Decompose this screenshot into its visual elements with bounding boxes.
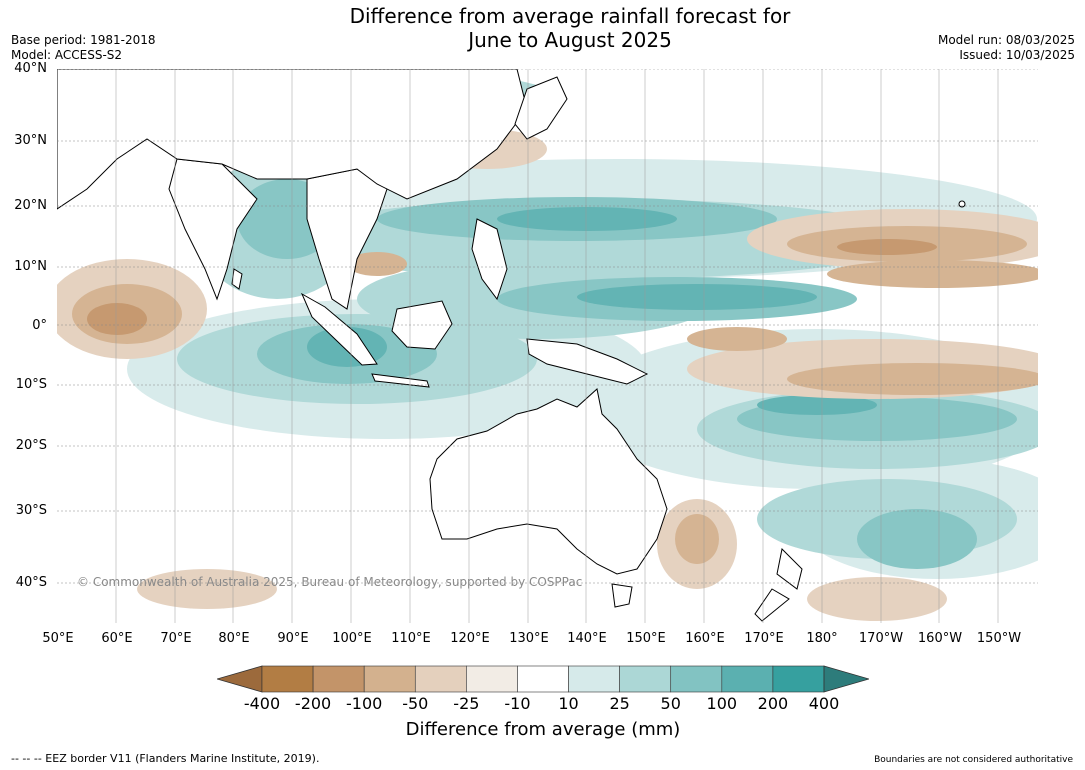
colorbar-segment bbox=[466, 665, 518, 693]
issued-date: Issued: 10/03/2025 bbox=[959, 48, 1075, 62]
lat-label-0: 0° bbox=[32, 318, 47, 333]
colorbar-tick-label: -200 bbox=[294, 694, 332, 713]
colorbar-extend-low bbox=[217, 665, 263, 693]
lon-label-150w: 150°W bbox=[976, 631, 1022, 646]
rainfall-map bbox=[47, 68, 1077, 623]
lon-label-170w: 170°W bbox=[858, 631, 904, 646]
colorbar-segment bbox=[568, 665, 620, 693]
colorbar-tick-label: -25 bbox=[453, 694, 480, 713]
colorbar-tick-label: 25 bbox=[609, 694, 630, 713]
colorbar-tick-label: 10 bbox=[558, 694, 579, 713]
colorbar-segment bbox=[312, 665, 365, 693]
lon-label-50e: 50°E bbox=[42, 631, 74, 646]
lat-label-20s: 20°S bbox=[15, 438, 47, 453]
colorbar-segment bbox=[414, 665, 467, 693]
lat-label-30n: 30°N bbox=[14, 133, 47, 148]
eez-legend: -- -- -- EEZ border V11 (Flanders Marine… bbox=[11, 752, 320, 765]
map-svg bbox=[47, 68, 1077, 623]
model-name: Model: ACCESS-S2 bbox=[11, 48, 123, 62]
lon-label-180: 180° bbox=[806, 631, 838, 646]
colorbar-segment bbox=[619, 665, 672, 693]
lon-label-90e: 90°E bbox=[277, 631, 309, 646]
lon-label-110e: 110°E bbox=[391, 631, 431, 646]
colorbar-tick-label: 50 bbox=[660, 694, 681, 713]
colorbar-segment bbox=[670, 665, 723, 693]
map-title: Difference from average rainfall forecas… bbox=[270, 4, 870, 52]
run-info: Model run: 08/03/2025 Issued: 10/03/2025 bbox=[938, 33, 1075, 63]
colorbar-tick-label: -10 bbox=[504, 694, 531, 713]
colorbar-tick-label: 400 bbox=[808, 694, 840, 713]
lat-label-30s: 30°S bbox=[15, 503, 47, 518]
copyright-notice: © Commonwealth of Australia 2025, Bureau… bbox=[77, 575, 583, 589]
lat-label-20n: 20°N bbox=[14, 198, 47, 213]
lon-label-160e: 160°E bbox=[685, 631, 725, 646]
colorbar-segment bbox=[261, 665, 314, 693]
lat-label-10n: 10°N bbox=[14, 259, 47, 274]
lon-label-60e: 60°E bbox=[101, 631, 133, 646]
title-line-2: June to August 2025 bbox=[468, 28, 672, 52]
lon-label-120e: 120°E bbox=[450, 631, 490, 646]
lon-label-140e: 140°E bbox=[567, 631, 607, 646]
colorbar-tick-label: -400 bbox=[243, 694, 281, 713]
colorbar-segment bbox=[363, 665, 416, 693]
meridians bbox=[115, 69, 999, 623]
lon-label-160w: 160°W bbox=[917, 631, 963, 646]
colorbar-extend-high bbox=[823, 665, 869, 693]
model-info: Base period: 1981-2018 Model: ACCESS-S2 bbox=[11, 33, 156, 63]
colorbar-segment bbox=[721, 665, 774, 693]
colorbar-tick-label: 200 bbox=[757, 694, 789, 713]
model-run: Model run: 08/03/2025 bbox=[937, 33, 1075, 47]
lon-label-100e: 100°E bbox=[332, 631, 372, 646]
base-period: Base period: 1981-2018 bbox=[11, 33, 156, 47]
colorbar-tick-label: -50 bbox=[402, 694, 429, 713]
boundary-disclaimer: Boundaries are not considered authoritat… bbox=[874, 755, 1073, 765]
colorbar bbox=[217, 665, 869, 693]
lat-label-40s: 40°S bbox=[15, 575, 47, 590]
lon-label-70e: 70°E bbox=[160, 631, 192, 646]
colorbar-segment bbox=[517, 665, 569, 693]
colorbar-title: Difference from average (mm) bbox=[405, 719, 681, 740]
lon-label-130e: 130°E bbox=[509, 631, 549, 646]
lon-label-150e: 150°E bbox=[626, 631, 666, 646]
colorbar-tick-label: -100 bbox=[346, 694, 383, 713]
lon-label-80e: 80°E bbox=[218, 631, 250, 646]
graticule bbox=[57, 68, 1038, 584]
colorbar-tick-label: 100 bbox=[706, 694, 738, 713]
lat-label-40n: 40°N bbox=[14, 61, 47, 76]
title-line-1: Difference from average rainfall forecas… bbox=[349, 4, 791, 28]
colorbar-segment bbox=[772, 665, 825, 693]
lon-label-170e: 170°E bbox=[744, 631, 784, 646]
lat-label-10s: 10°S bbox=[15, 377, 47, 392]
